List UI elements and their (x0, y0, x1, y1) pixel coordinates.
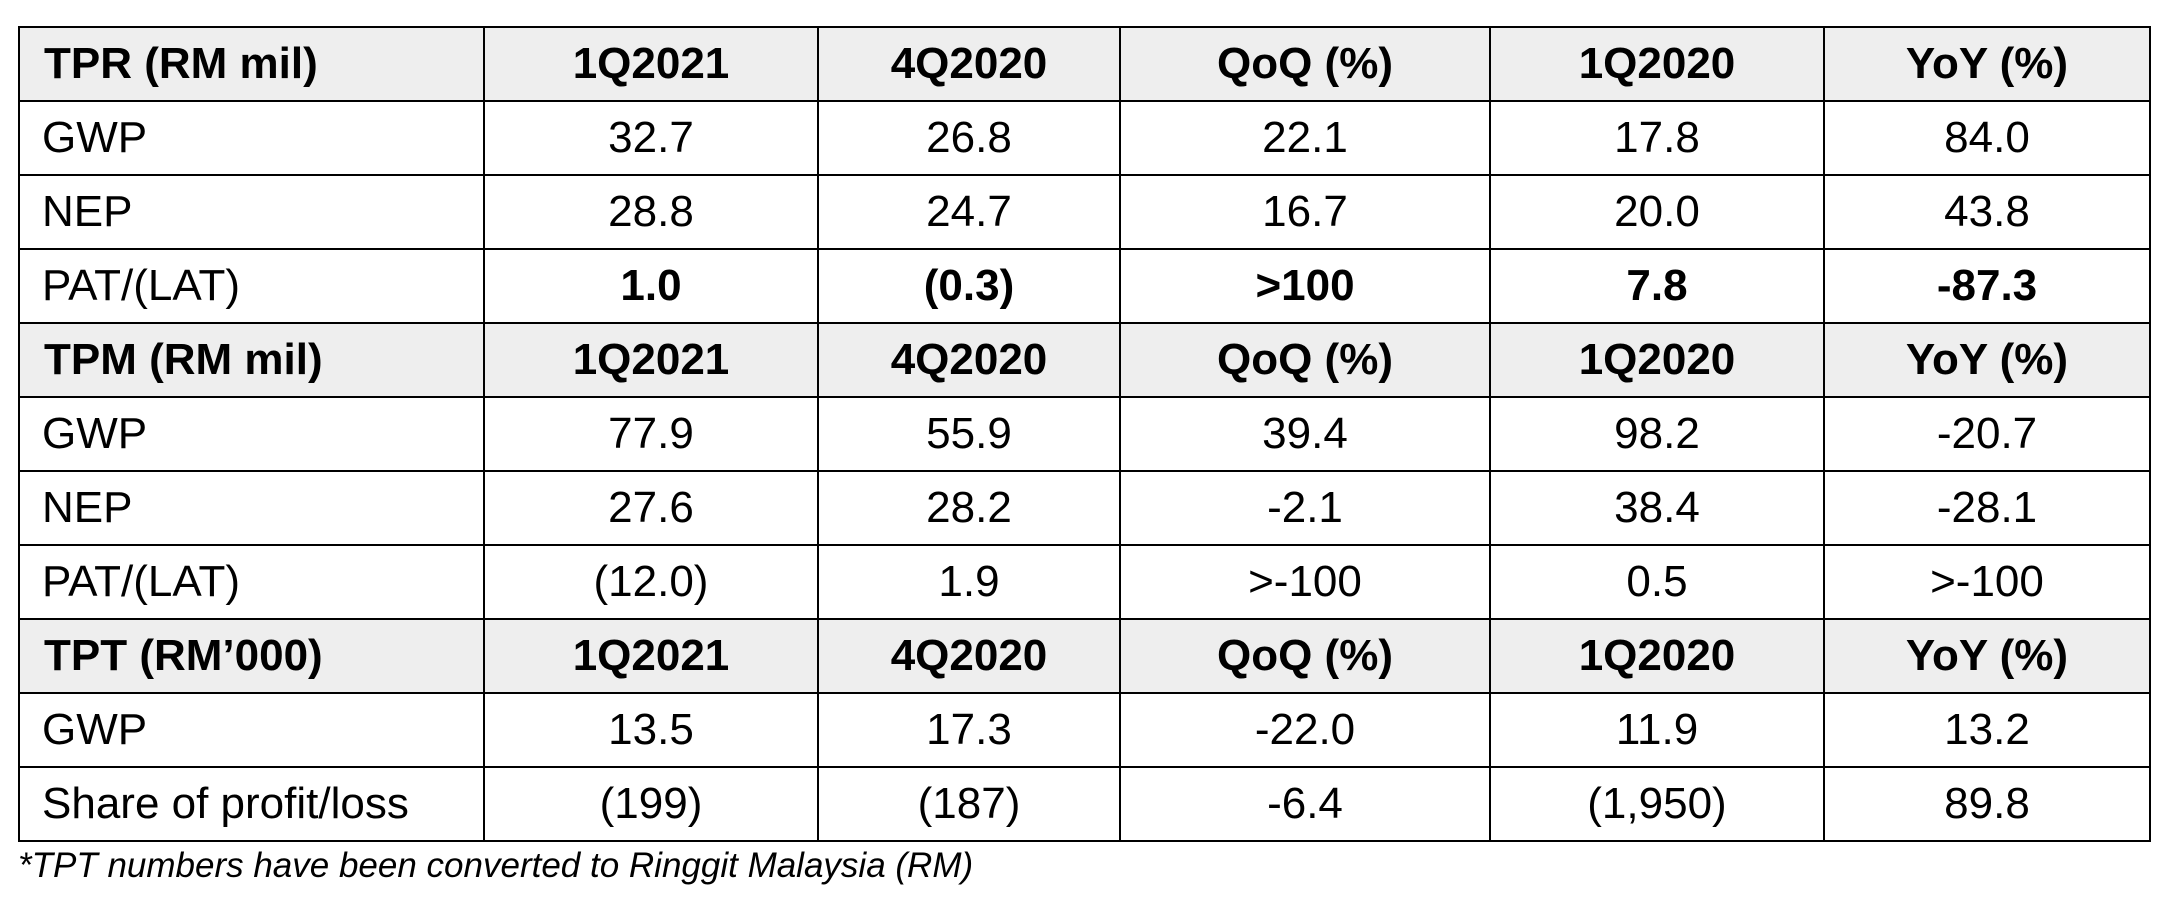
column-header: 1Q2021 (483, 26, 819, 102)
column-header: 1Q2020 (1489, 618, 1825, 694)
table-cell: 38.4 (1489, 470, 1825, 546)
table-cell: 27.6 (483, 470, 819, 546)
tpr-header-row: TPR (RM mil) 1Q2021 4Q2020 QoQ (%) 1Q2020 YoY… (18, 26, 2151, 102)
table-cell: 20.0 (1489, 174, 1825, 250)
column-header: QoQ (%) (1119, 618, 1491, 694)
table-cell: 89.8 (1823, 766, 2151, 842)
column-header: QoQ (%) (1119, 26, 1491, 102)
table-cell: (1,950) (1489, 766, 1825, 842)
column-header: 4Q2020 (817, 322, 1121, 398)
table-cell: -87.3 (1823, 248, 2151, 324)
table-cell: 24.7 (817, 174, 1121, 250)
table-row: GWP 32.7 26.8 22.1 17.8 84.0 (18, 100, 2151, 176)
tpr-section-title: TPR (RM mil) (18, 26, 485, 102)
table-cell: 13.5 (483, 692, 819, 768)
table-cell: 28.2 (817, 470, 1121, 546)
table-body: TPR (RM mil) 1Q2021 4Q2020 QoQ (%) 1Q2020 YoY… (18, 26, 2151, 842)
table-cell: 98.2 (1489, 396, 1825, 472)
table-cell: -28.1 (1823, 470, 2151, 546)
table-cell: (199) (483, 766, 819, 842)
financial-results-table: TPR (RM mil) 1Q2021 4Q2020 QoQ (%) 1Q2020 YoY… (18, 26, 2151, 842)
table-row: NEP 28.8 24.7 16.7 20.0 43.8 (18, 174, 2151, 250)
table-cell: -6.4 (1119, 766, 1491, 842)
table-cell: 1.9 (817, 544, 1121, 620)
table-row: GWP 77.9 55.9 39.4 98.2 -20.7 (18, 396, 2151, 472)
table-row: PAT/(LAT) (12.0) 1.9 >-100 0.5 >-100 (18, 544, 2151, 620)
tpm-header-row: TPM (RM mil) 1Q2021 4Q2020 QoQ (%) 1Q2020 YoY… (18, 322, 2151, 398)
table-cell: 17.8 (1489, 100, 1825, 176)
table-cell: 17.3 (817, 692, 1121, 768)
column-header: 4Q2020 (817, 618, 1121, 694)
table-cell: 26.8 (817, 100, 1121, 176)
column-header: QoQ (%) (1119, 322, 1491, 398)
table-cell: 28.8 (483, 174, 819, 250)
table-row: NEP 27.6 28.2 -2.1 38.4 -28.1 (18, 470, 2151, 546)
table-cell: 13.2 (1823, 692, 2151, 768)
table-row: Share of profit/loss (199) (187) -6.4 (1,950… (18, 766, 2151, 842)
table-cell: -20.7 (1823, 396, 2151, 472)
row-label: PAT/(LAT) (18, 544, 485, 620)
row-label: NEP (18, 174, 485, 250)
table-row: PAT/(LAT) 1.0 (0.3) >100 7.8 -87.3 (18, 248, 2151, 324)
table-cell: 16.7 (1119, 174, 1491, 250)
column-header: 1Q2021 (483, 618, 819, 694)
table-cell: 55.9 (817, 396, 1121, 472)
table-row: GWP 13.5 17.3 -22.0 11.9 13.2 (18, 692, 2151, 768)
tpt-section-title: TPT (RM’000) (18, 618, 485, 694)
table-cell: 39.4 (1119, 396, 1491, 472)
column-header: 1Q2020 (1489, 26, 1825, 102)
table-cell: 11.9 (1489, 692, 1825, 768)
row-label: NEP (18, 470, 485, 546)
table-cell: (0.3) (817, 248, 1121, 324)
table-cell: 1.0 (483, 248, 819, 324)
row-label: Share of profit/loss (18, 766, 485, 842)
table-cell: 7.8 (1489, 248, 1825, 324)
table-cell: 32.7 (483, 100, 819, 176)
tpm-section-title: TPM (RM mil) (18, 322, 485, 398)
column-header: YoY (%) (1823, 322, 2151, 398)
row-label: GWP (18, 692, 485, 768)
row-label: PAT/(LAT) (18, 248, 485, 324)
column-header: 4Q2020 (817, 26, 1121, 102)
table-cell: >-100 (1823, 544, 2151, 620)
table-cell: 22.1 (1119, 100, 1491, 176)
table-cell: 0.5 (1489, 544, 1825, 620)
column-header: 1Q2021 (483, 322, 819, 398)
table-cell: (12.0) (483, 544, 819, 620)
table-cell: (187) (817, 766, 1121, 842)
row-label: GWP (18, 396, 485, 472)
table-cell: -2.1 (1119, 470, 1491, 546)
column-header: YoY (%) (1823, 26, 2151, 102)
table-cell: >100 (1119, 248, 1491, 324)
row-label: GWP (18, 100, 485, 176)
tpt-header-row: TPT (RM’000) 1Q2021 4Q2020 QoQ (%) 1Q2020 YoY… (18, 618, 2151, 694)
table-cell: >-100 (1119, 544, 1491, 620)
footnote: *TPT numbers have been converted to Ring… (18, 846, 974, 885)
column-header: YoY (%) (1823, 618, 2151, 694)
table-cell: -22.0 (1119, 692, 1491, 768)
table-cell: 84.0 (1823, 100, 2151, 176)
table-cell: 43.8 (1823, 174, 2151, 250)
table-cell: 77.9 (483, 396, 819, 472)
column-header: 1Q2020 (1489, 322, 1825, 398)
